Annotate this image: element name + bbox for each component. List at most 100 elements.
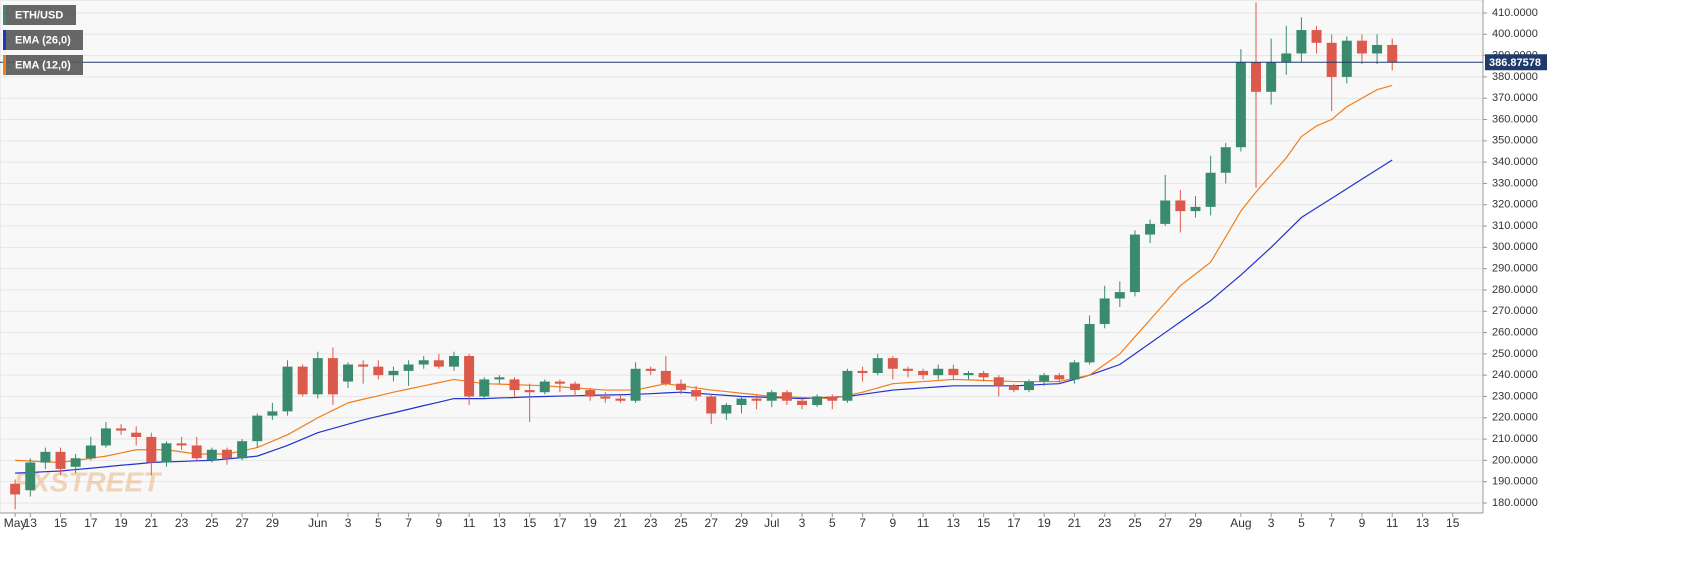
candle-body: [433, 360, 444, 367]
y-tick-label: 210.0000: [1492, 433, 1538, 445]
candle-body: [766, 392, 777, 401]
x-tick-label: 17: [1007, 516, 1021, 530]
legend-box: [3, 5, 76, 25]
x-tick-label: 19: [1037, 516, 1051, 530]
x-tick-label: 21: [614, 516, 628, 530]
candle-body: [206, 449, 217, 461]
y-tick-label: 280.0000: [1492, 284, 1538, 296]
candle-body: [1311, 30, 1322, 43]
x-tick-label: 19: [114, 516, 128, 530]
candle-body: [1145, 223, 1156, 235]
y-tick-label: 260.0000: [1492, 326, 1538, 338]
candle-body: [675, 383, 686, 391]
candle-body: [191, 445, 202, 459]
y-tick-label: 240.0000: [1492, 369, 1538, 381]
x-tick-label: 3: [1268, 516, 1275, 530]
candle-body: [1039, 375, 1050, 382]
legend-item: EMA (12,0): [3, 55, 83, 75]
candle-body: [812, 396, 823, 405]
candle-body: [827, 396, 838, 401]
legend-label: EMA (12,0): [15, 59, 71, 71]
candle-body: [872, 358, 883, 374]
x-tick-label: 19: [583, 516, 597, 530]
x-tick-label: 3: [345, 516, 352, 530]
y-tick-label: 410.0000: [1492, 7, 1538, 19]
x-tick-label: 7: [1328, 516, 1335, 530]
x-tick-label: 3: [799, 516, 806, 530]
legend-label: ETH/USD: [15, 9, 63, 21]
candle-body: [1160, 200, 1171, 224]
candle-body: [25, 462, 36, 491]
x-tick-label: 13: [1416, 516, 1430, 530]
candle-body: [146, 436, 157, 463]
x-tick-label: 27: [705, 516, 719, 530]
last-price-label: 386.87578: [1489, 57, 1541, 69]
candle-body: [1220, 147, 1231, 173]
candle-body: [524, 390, 535, 393]
candle-body: [1296, 30, 1307, 54]
x-tick-label: 23: [644, 516, 658, 530]
candle-body: [1129, 234, 1140, 293]
candle-body: [781, 392, 792, 401]
y-tick-label: 380.0000: [1492, 71, 1538, 83]
x-tick-label: 27: [1159, 516, 1173, 530]
x-tick-label: 13: [493, 516, 507, 530]
x-tick-label: 21: [1068, 516, 1082, 530]
candle-body: [252, 415, 263, 442]
candle-body: [1175, 200, 1186, 212]
candle-body: [221, 449, 232, 459]
y-tick-label: 310.0000: [1492, 220, 1538, 232]
candle-body: [691, 390, 702, 397]
x-tick-label: 5: [829, 516, 836, 530]
x-tick-label: 25: [1128, 516, 1142, 530]
candle-body: [948, 368, 959, 376]
x-tick-label: 11: [1386, 516, 1399, 530]
candle-body: [630, 368, 641, 401]
candle-body: [1190, 206, 1201, 212]
y-tick-label: 270.0000: [1492, 305, 1538, 317]
x-tick-label: 15: [54, 516, 68, 530]
candle-body: [1372, 44, 1383, 54]
candle-body: [373, 366, 384, 376]
legend-item: EMA (26,0): [3, 30, 83, 50]
plot-area: [0, 0, 1484, 514]
candle-body: [706, 396, 717, 414]
candle-body: [751, 398, 762, 401]
legend-box: [3, 55, 83, 75]
candle-body: [570, 383, 581, 391]
candle-body: [10, 483, 21, 495]
x-tick-label: 27: [235, 516, 249, 530]
candle-body: [1084, 324, 1095, 363]
x-tick-label: 29: [266, 516, 280, 530]
candle-body: [539, 381, 550, 393]
candle-body: [1266, 61, 1277, 92]
candle-body: [615, 398, 626, 401]
candle-body: [479, 379, 490, 397]
x-tick-label: 5: [375, 516, 382, 530]
candle-body: [1099, 298, 1110, 325]
legend-swatch: [3, 30, 6, 50]
x-tick-label: 17: [553, 516, 567, 530]
x-tick-label: 9: [889, 516, 896, 530]
candle-body: [1387, 44, 1398, 62]
candle-body: [494, 377, 505, 380]
x-tick-label: 25: [205, 516, 219, 530]
x-tick-label: Jun: [308, 516, 327, 530]
candle-body: [131, 432, 142, 437]
x-tick-label: 15: [977, 516, 991, 530]
x-tick-label: 23: [1098, 516, 1112, 530]
candle-body: [1326, 42, 1337, 77]
y-tick-label: 250.0000: [1492, 348, 1538, 360]
x-tick-label: 29: [735, 516, 749, 530]
candle-body: [736, 398, 747, 405]
candle-body: [267, 411, 278, 416]
candle-body: [1114, 292, 1125, 299]
candle-body: [842, 370, 853, 401]
candle-body: [70, 458, 81, 467]
y-tick-label: 200.0000: [1492, 454, 1538, 466]
candle-body: [585, 390, 596, 397]
candle-body: [509, 379, 520, 391]
candle-body: [388, 370, 399, 376]
x-tick-label: Jul: [764, 516, 779, 530]
